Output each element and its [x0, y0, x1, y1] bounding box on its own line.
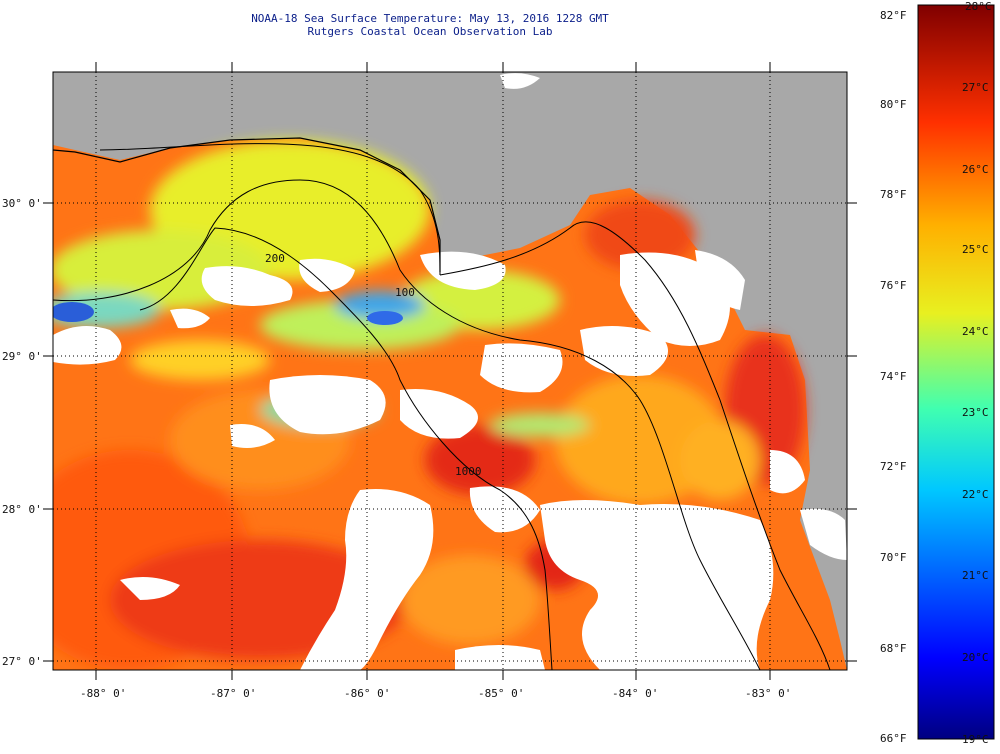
map-area: 200 1000 100 — [53, 72, 847, 670]
colorbar-c-20: 20°C — [962, 651, 989, 664]
cold-patch-west — [53, 302, 94, 322]
colorbar-c-22: 22°C — [962, 488, 989, 501]
lat-label-27: 27° 0' — [2, 655, 42, 668]
axis-ticks — [43, 62, 857, 680]
contour-label-100: 100 — [395, 286, 415, 299]
colorbar-f-68: 68°F — [880, 642, 907, 655]
contour-label-200: 200 — [265, 252, 285, 265]
colorbar-c-24: 24°C — [962, 325, 989, 338]
colorbar-c-27: 27°C — [962, 81, 989, 94]
colorbar-f-70: 70°F — [880, 551, 907, 564]
lon-label-83: -83° 0' — [745, 687, 791, 700]
colorbar-f-78: 78°F — [880, 188, 907, 201]
colorbar-f-76: 76°F — [880, 279, 907, 292]
lat-lon-grid — [53, 72, 847, 670]
colorbar-f-82: 82°F — [880, 9, 907, 22]
colorbar-c-19: 19°C — [962, 733, 989, 746]
lat-label-29: 29° 0' — [2, 350, 42, 363]
contour-label-1000: 1000 — [455, 465, 482, 478]
cold-patch-central — [367, 311, 403, 325]
cloud-mask — [53, 73, 847, 670]
colorbar-f-80: 80°F — [880, 98, 907, 111]
colorbar — [917, 4, 995, 740]
lat-label-28: 28° 0' — [2, 503, 42, 516]
colorbar-f-74: 74°F — [880, 370, 907, 383]
map-frame — [52, 71, 848, 671]
colorbar-c-21: 21°C — [962, 569, 989, 582]
lon-label-88: -88° 0' — [80, 687, 126, 700]
lon-label-85: -85° 0' — [478, 687, 524, 700]
lon-label-87: -87° 0' — [210, 687, 256, 700]
colorbar-f-66: 66°F — [880, 732, 907, 745]
colorbar-f-72: 72°F — [880, 460, 907, 473]
lon-label-86: -86° 0' — [344, 687, 390, 700]
colorbar-c-23: 23°C — [962, 406, 989, 419]
map-subtitle: Rutgers Coastal Ocean Observation Lab — [307, 25, 553, 38]
colorbar-c-25: 25°C — [962, 243, 989, 256]
lat-label-30: 30° 0' — [2, 197, 42, 210]
bathymetry-contours — [53, 137, 831, 670]
colorbar-c-28: 28°C — [965, 0, 992, 13]
colorbar-c-26: 26°C — [962, 163, 989, 176]
lon-label-84: -84° 0' — [612, 687, 658, 700]
map-title: NOAA-18 Sea Surface Temperature: May 13,… — [251, 12, 609, 25]
